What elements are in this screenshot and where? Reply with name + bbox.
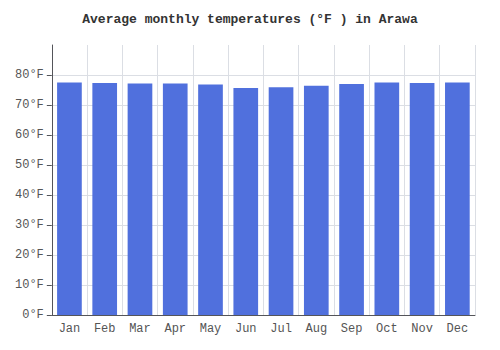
svg-text:40°F: 40°F [15, 188, 44, 202]
svg-text:Aug: Aug [305, 322, 327, 336]
svg-text:Feb: Feb [94, 322, 116, 336]
svg-text:20°F: 20°F [15, 248, 44, 262]
svg-text:30°F: 30°F [15, 218, 44, 232]
svg-text:May: May [200, 322, 222, 336]
svg-text:Average monthly temperatures (: Average monthly temperatures (°F ) in Ar… [82, 12, 418, 27]
svg-text:70°F: 70°F [15, 98, 44, 112]
svg-text:Jun: Jun [235, 322, 257, 336]
svg-text:60°F: 60°F [15, 128, 44, 142]
svg-text:Oct: Oct [376, 322, 398, 336]
svg-text:Apr: Apr [164, 322, 186, 336]
svg-text:50°F: 50°F [15, 158, 44, 172]
svg-text:Jan: Jan [59, 322, 81, 336]
svg-text:Jul: Jul [270, 322, 292, 336]
svg-text:Nov: Nov [411, 322, 433, 336]
svg-text:Dec: Dec [447, 322, 469, 336]
svg-text:80°F: 80°F [15, 68, 44, 82]
svg-text:0°F: 0°F [22, 308, 44, 322]
svg-text:Sep: Sep [341, 322, 363, 336]
svg-text:Mar: Mar [129, 322, 151, 336]
svg-text:10°F: 10°F [15, 278, 44, 292]
